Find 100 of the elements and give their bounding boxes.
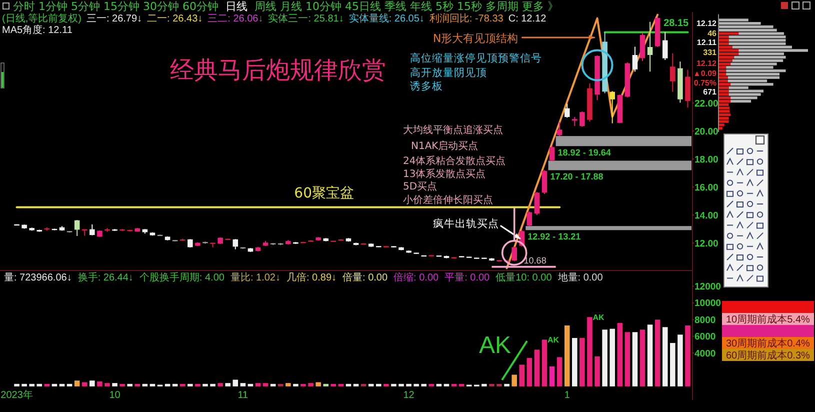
bar xyxy=(719,52,739,56)
bar xyxy=(719,120,729,123)
bar xyxy=(640,330,646,386)
candlestick xyxy=(90,224,95,236)
bar xyxy=(22,384,27,386)
x-tick-label: 1 xyxy=(564,390,570,401)
text: 低量10: 0.00 xyxy=(496,272,552,284)
y-tick-label: 16.00 xyxy=(694,182,718,194)
bar xyxy=(564,325,570,386)
bar xyxy=(270,384,276,386)
annotation: N形大有见顶结构 xyxy=(433,32,518,45)
bar xyxy=(719,42,729,46)
text: 换手: 26.44↓ xyxy=(78,272,134,284)
candlestick xyxy=(232,238,238,250)
text: 日线 xyxy=(225,0,248,13)
bar xyxy=(730,82,774,86)
text: 平量: 0.00 xyxy=(444,272,490,284)
candlestick xyxy=(647,21,653,72)
candlestick xyxy=(564,103,570,118)
y-tick-label: 8000 xyxy=(694,314,716,326)
bar xyxy=(728,76,780,79)
annotation: 13体系发散点买点 xyxy=(403,168,486,180)
bar xyxy=(556,357,562,386)
bar xyxy=(670,342,676,386)
bar xyxy=(232,380,238,386)
bar xyxy=(542,340,548,386)
bar xyxy=(66,384,72,386)
bar xyxy=(74,380,80,386)
bar xyxy=(376,384,382,386)
bar xyxy=(504,384,510,386)
bar xyxy=(734,56,786,59)
bar xyxy=(255,383,261,386)
bar xyxy=(414,384,419,386)
annotation: AK xyxy=(479,332,512,359)
text: 331 xyxy=(703,48,718,57)
bar xyxy=(436,384,442,386)
bar xyxy=(726,69,786,72)
annotation: 小价差倍伸长阳买点 xyxy=(403,194,493,206)
bar xyxy=(308,383,314,386)
series-label: 60聚宝盆 xyxy=(294,185,354,202)
bar xyxy=(444,384,450,386)
annotation: 三一: 26.79↓ xyxy=(86,14,142,24)
text: 量比: 1.02↓ xyxy=(230,272,280,284)
bar xyxy=(112,383,118,386)
bar xyxy=(293,384,298,386)
y-tick-label: 14.00 xyxy=(694,210,718,222)
bar xyxy=(489,384,494,386)
bar xyxy=(719,76,728,79)
bar xyxy=(36,384,42,386)
text: 地量: 0.00 xyxy=(556,272,604,284)
text: 分时 1分钟 5分钟 15分钟 30分钟 60分钟 xyxy=(13,0,218,13)
annotation: 实体三一: 25.81↓ xyxy=(268,12,344,24)
bar xyxy=(82,382,88,386)
y-tick-label: 12.00 xyxy=(694,238,718,250)
bar xyxy=(732,59,784,62)
text: ▲0.09 xyxy=(693,69,718,78)
bar xyxy=(104,383,110,386)
annotation: C: 12.12 xyxy=(508,14,547,24)
bar xyxy=(719,56,734,59)
bar xyxy=(262,383,268,386)
bar xyxy=(728,38,786,42)
bar xyxy=(59,384,65,386)
y-tick-label: 22.00 xyxy=(694,98,718,110)
bar xyxy=(730,96,758,100)
candlestick xyxy=(526,211,532,227)
bar xyxy=(202,384,208,386)
text: 12.12 xyxy=(696,19,718,28)
text: 671 xyxy=(703,88,718,96)
bar xyxy=(719,100,731,103)
text: 10周期前成本5.4% xyxy=(726,314,810,326)
bar xyxy=(719,62,731,66)
bar xyxy=(534,350,540,386)
y-tick-label: 20.00 xyxy=(694,126,718,138)
bar xyxy=(353,384,359,386)
bar xyxy=(610,328,615,386)
candlestick xyxy=(549,146,555,162)
bar xyxy=(728,93,761,96)
x-tick-label: 10 xyxy=(109,390,121,401)
y-tick-label: 10000 xyxy=(694,298,721,310)
bar xyxy=(248,384,254,386)
bar xyxy=(512,374,517,386)
bar xyxy=(617,322,623,386)
annotation: 10.68 xyxy=(524,255,546,266)
annotation: 5D买点 xyxy=(403,180,438,192)
annotation: 利润回比: -78.33 xyxy=(429,12,504,24)
bar xyxy=(678,334,683,386)
candlestick xyxy=(580,110,585,128)
candlestick xyxy=(542,170,548,194)
band-label: 17.20 - 17.88 xyxy=(550,172,604,182)
bar xyxy=(647,324,653,386)
bar xyxy=(719,103,729,106)
text: 60周期前成本0.3% xyxy=(726,350,810,362)
bar xyxy=(719,59,732,62)
bar xyxy=(14,384,20,386)
annotation: 高开放量阴见顶 xyxy=(410,66,487,79)
bar xyxy=(195,384,200,386)
bar xyxy=(384,384,389,386)
text: 0.75% xyxy=(694,78,716,88)
bar xyxy=(278,384,284,386)
annotation: 诱多板 xyxy=(410,80,443,92)
